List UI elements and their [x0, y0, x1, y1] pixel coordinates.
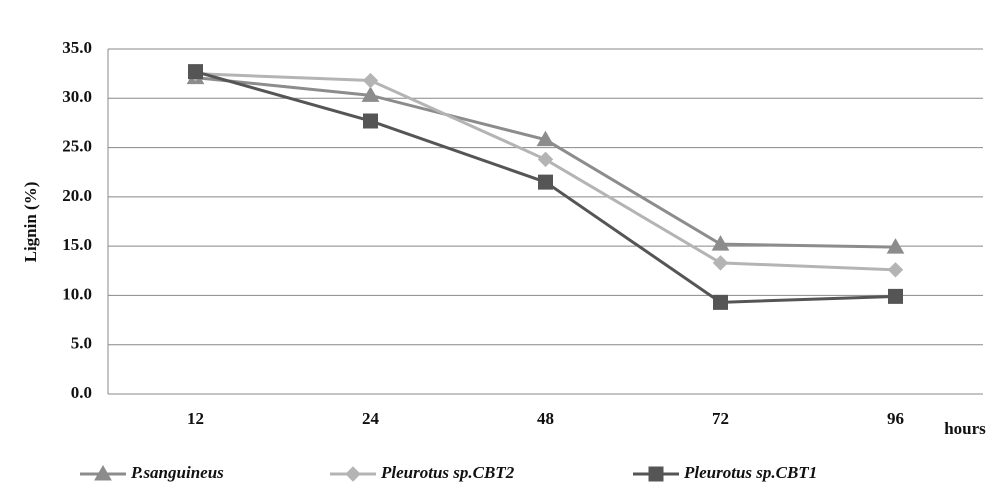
legend-marker	[94, 464, 112, 481]
series-line	[195, 72, 896, 272]
x-axis-label: hours	[944, 419, 986, 438]
x-tick-label: 48	[537, 409, 554, 428]
y-tick-label: 5.0	[71, 334, 92, 353]
data-point	[886, 238, 905, 254]
legend-label: P.sanguineus	[130, 463, 224, 482]
data-point	[712, 255, 729, 271]
y-tick-label: 20.0	[62, 186, 92, 205]
data-point	[188, 64, 203, 80]
data-point	[711, 235, 730, 251]
legend-label: Pleurotus sp.CBT1	[683, 463, 817, 482]
legend-marker	[345, 466, 361, 482]
data-point	[538, 174, 553, 190]
data-point	[888, 288, 903, 304]
data-point	[362, 72, 379, 89]
y-tick-label: 25.0	[62, 136, 92, 155]
x-tick-label: 24	[362, 409, 380, 428]
data-point	[887, 262, 904, 278]
legend-label: Pleurotus sp.CBT2	[380, 463, 515, 482]
x-tick-label: 96	[887, 409, 904, 428]
data-point	[713, 294, 728, 310]
y-tick-label: 15.0	[62, 235, 92, 254]
data-point	[537, 151, 554, 168]
y-tick-label: 10.0	[62, 284, 92, 303]
data-point	[363, 113, 378, 129]
data-point	[536, 130, 555, 147]
y-tick-label: 0.0	[71, 383, 92, 402]
y-tick-label: 30.0	[62, 87, 92, 106]
y-tick-label: 35.0	[62, 38, 92, 57]
x-tick-label: 72	[712, 409, 729, 428]
data-point	[361, 86, 380, 102]
legend-marker	[648, 466, 664, 482]
x-tick-label: 12	[187, 409, 204, 428]
y-axis-label: Lignin (%)	[21, 182, 40, 263]
